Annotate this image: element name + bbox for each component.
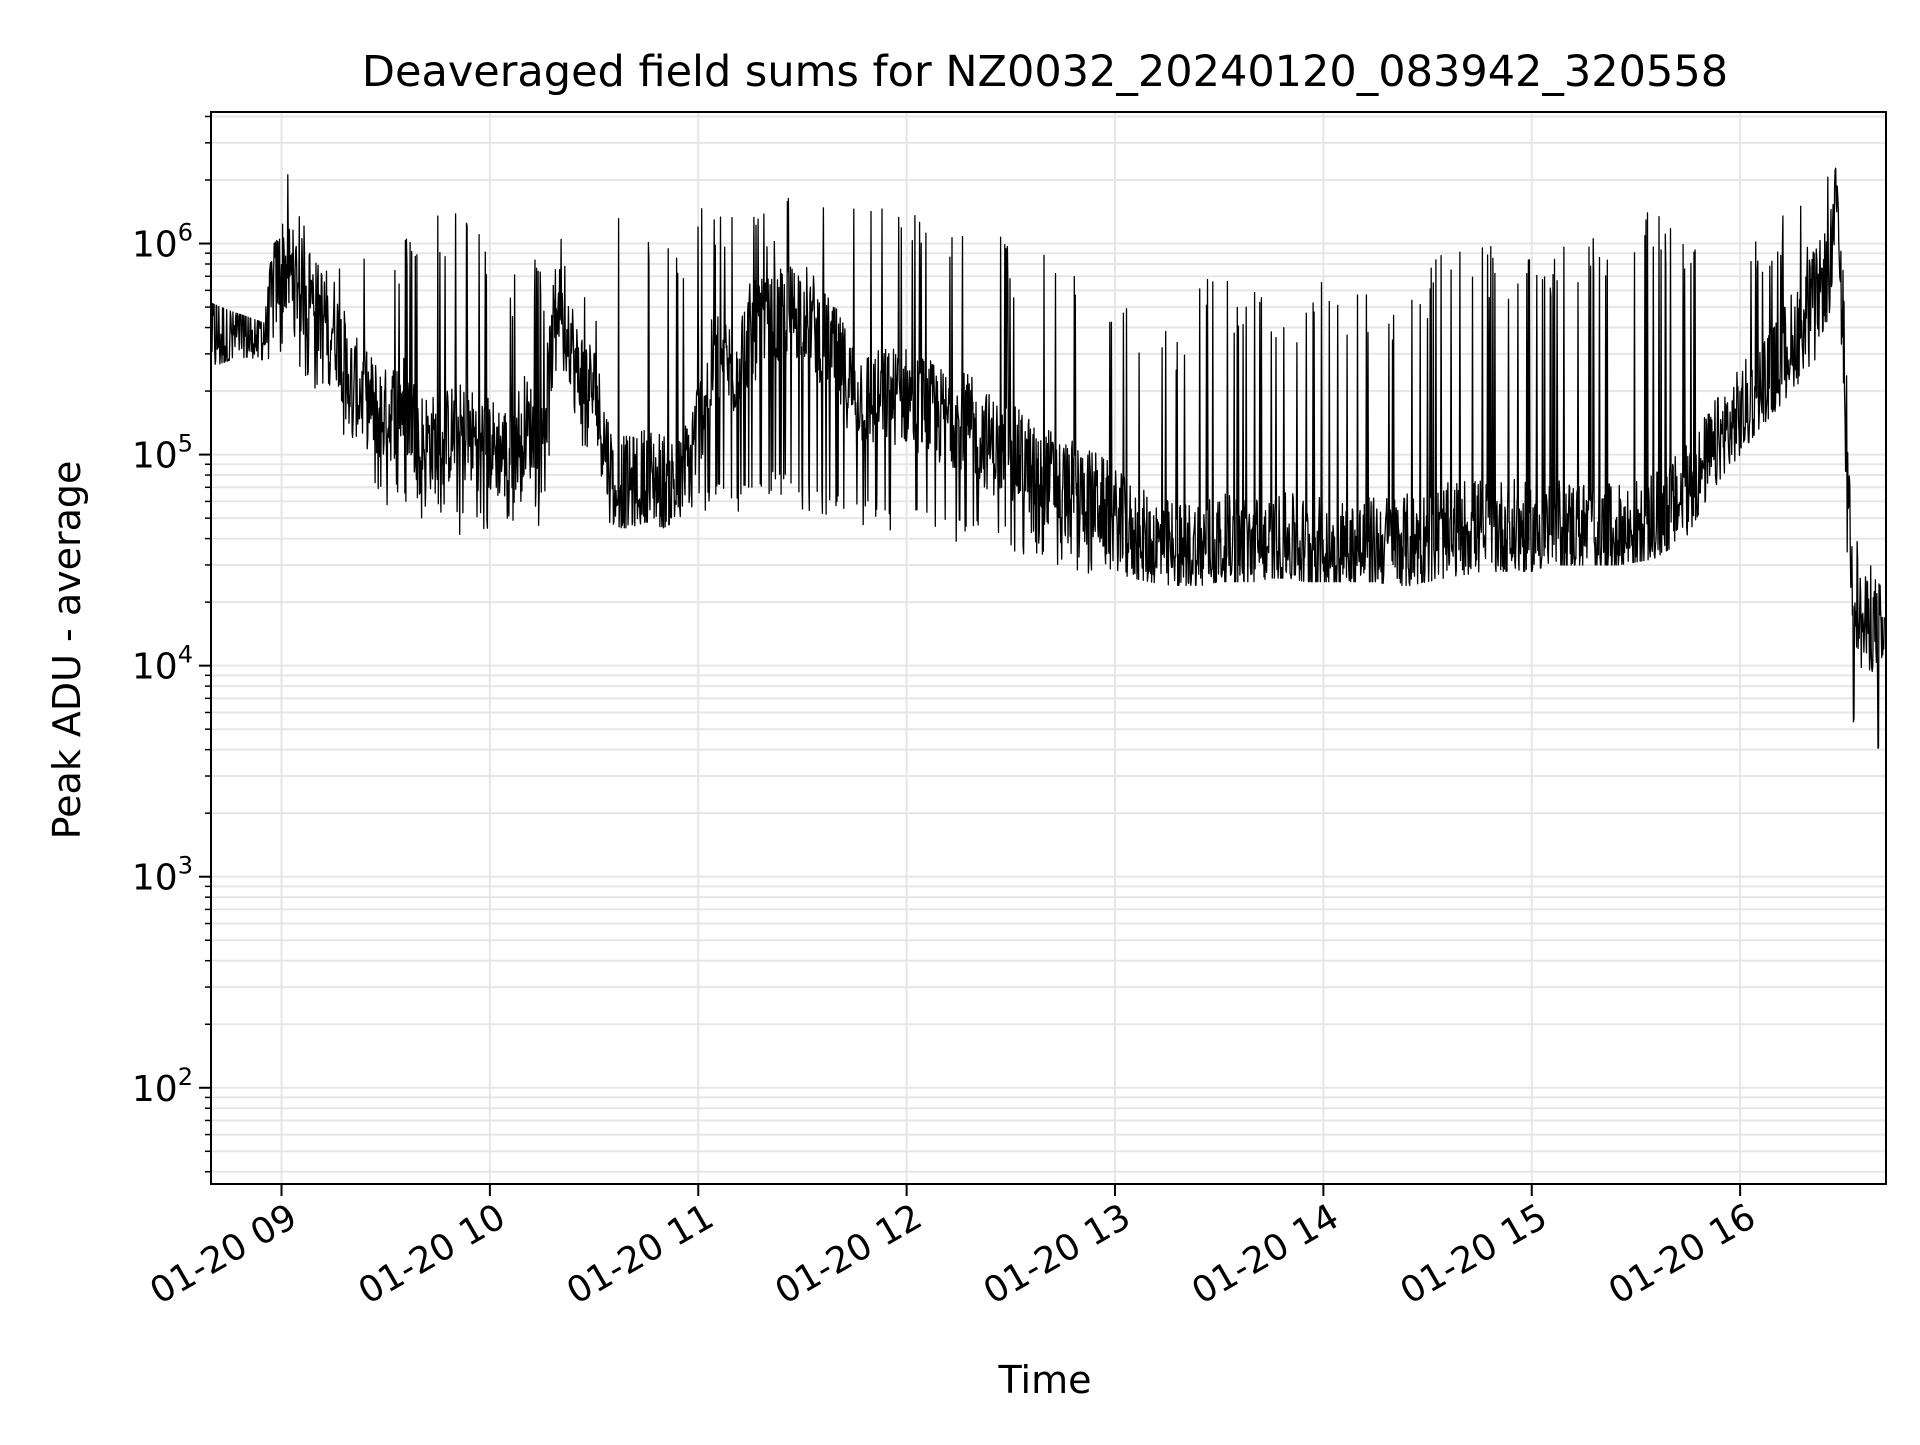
y-tick-label: 104 (132, 641, 193, 688)
x-axis-label: Time (998, 1358, 1092, 1402)
y-tick-label: 102 (132, 1063, 193, 1110)
plot-area-frame (210, 111, 1887, 1185)
data-series-layer (211, 167, 1885, 749)
data-series-line (211, 167, 1885, 749)
y-axis-label: Peak ADU - average (45, 461, 89, 840)
y-tick-label: 105 (132, 430, 193, 477)
y-tick-label: 106 (132, 219, 193, 266)
y-tick-label: 103 (132, 852, 193, 899)
chart-title: Deaveraged field sums for NZ0032_2024012… (362, 47, 1728, 97)
